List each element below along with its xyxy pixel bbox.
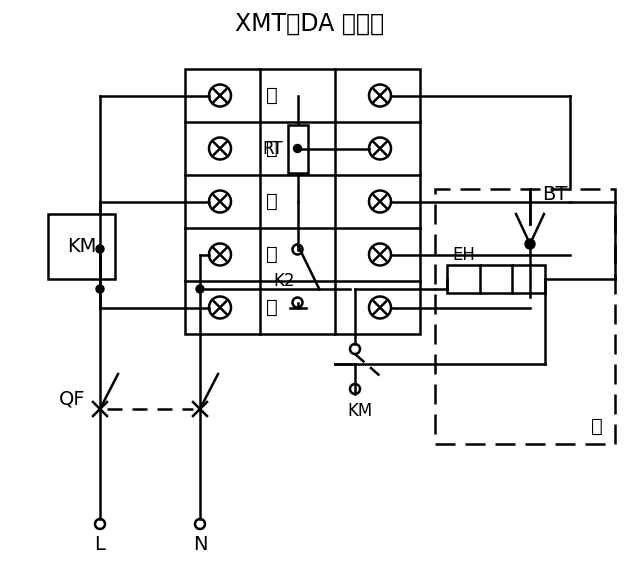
Text: EH: EH: [452, 246, 475, 264]
Bar: [447, 265, 545, 293]
Text: 高: 高: [266, 86, 278, 105]
Text: 总: 总: [266, 139, 278, 158]
Circle shape: [525, 239, 535, 249]
Circle shape: [96, 245, 104, 253]
Text: 相: 相: [266, 298, 278, 317]
Text: 低: 低: [266, 192, 278, 211]
Text: K2: K2: [273, 272, 294, 290]
Text: L: L: [95, 534, 106, 554]
Text: KM: KM: [348, 402, 372, 420]
Circle shape: [196, 285, 204, 293]
Text: BT: BT: [542, 185, 568, 203]
Text: XMT－DA 接线板: XMT－DA 接线板: [236, 12, 385, 36]
Text: RT: RT: [263, 140, 284, 157]
Bar: [287, 124, 307, 173]
Text: N: N: [193, 534, 207, 554]
Text: KM: KM: [67, 237, 96, 256]
Text: 炉: 炉: [591, 416, 603, 435]
Text: 中: 中: [266, 245, 278, 264]
Text: QF: QF: [59, 390, 85, 409]
Bar: [48, 214, 115, 279]
Circle shape: [96, 285, 104, 293]
Circle shape: [294, 145, 301, 152]
Bar: [435, 189, 615, 444]
Bar: [185, 69, 420, 334]
